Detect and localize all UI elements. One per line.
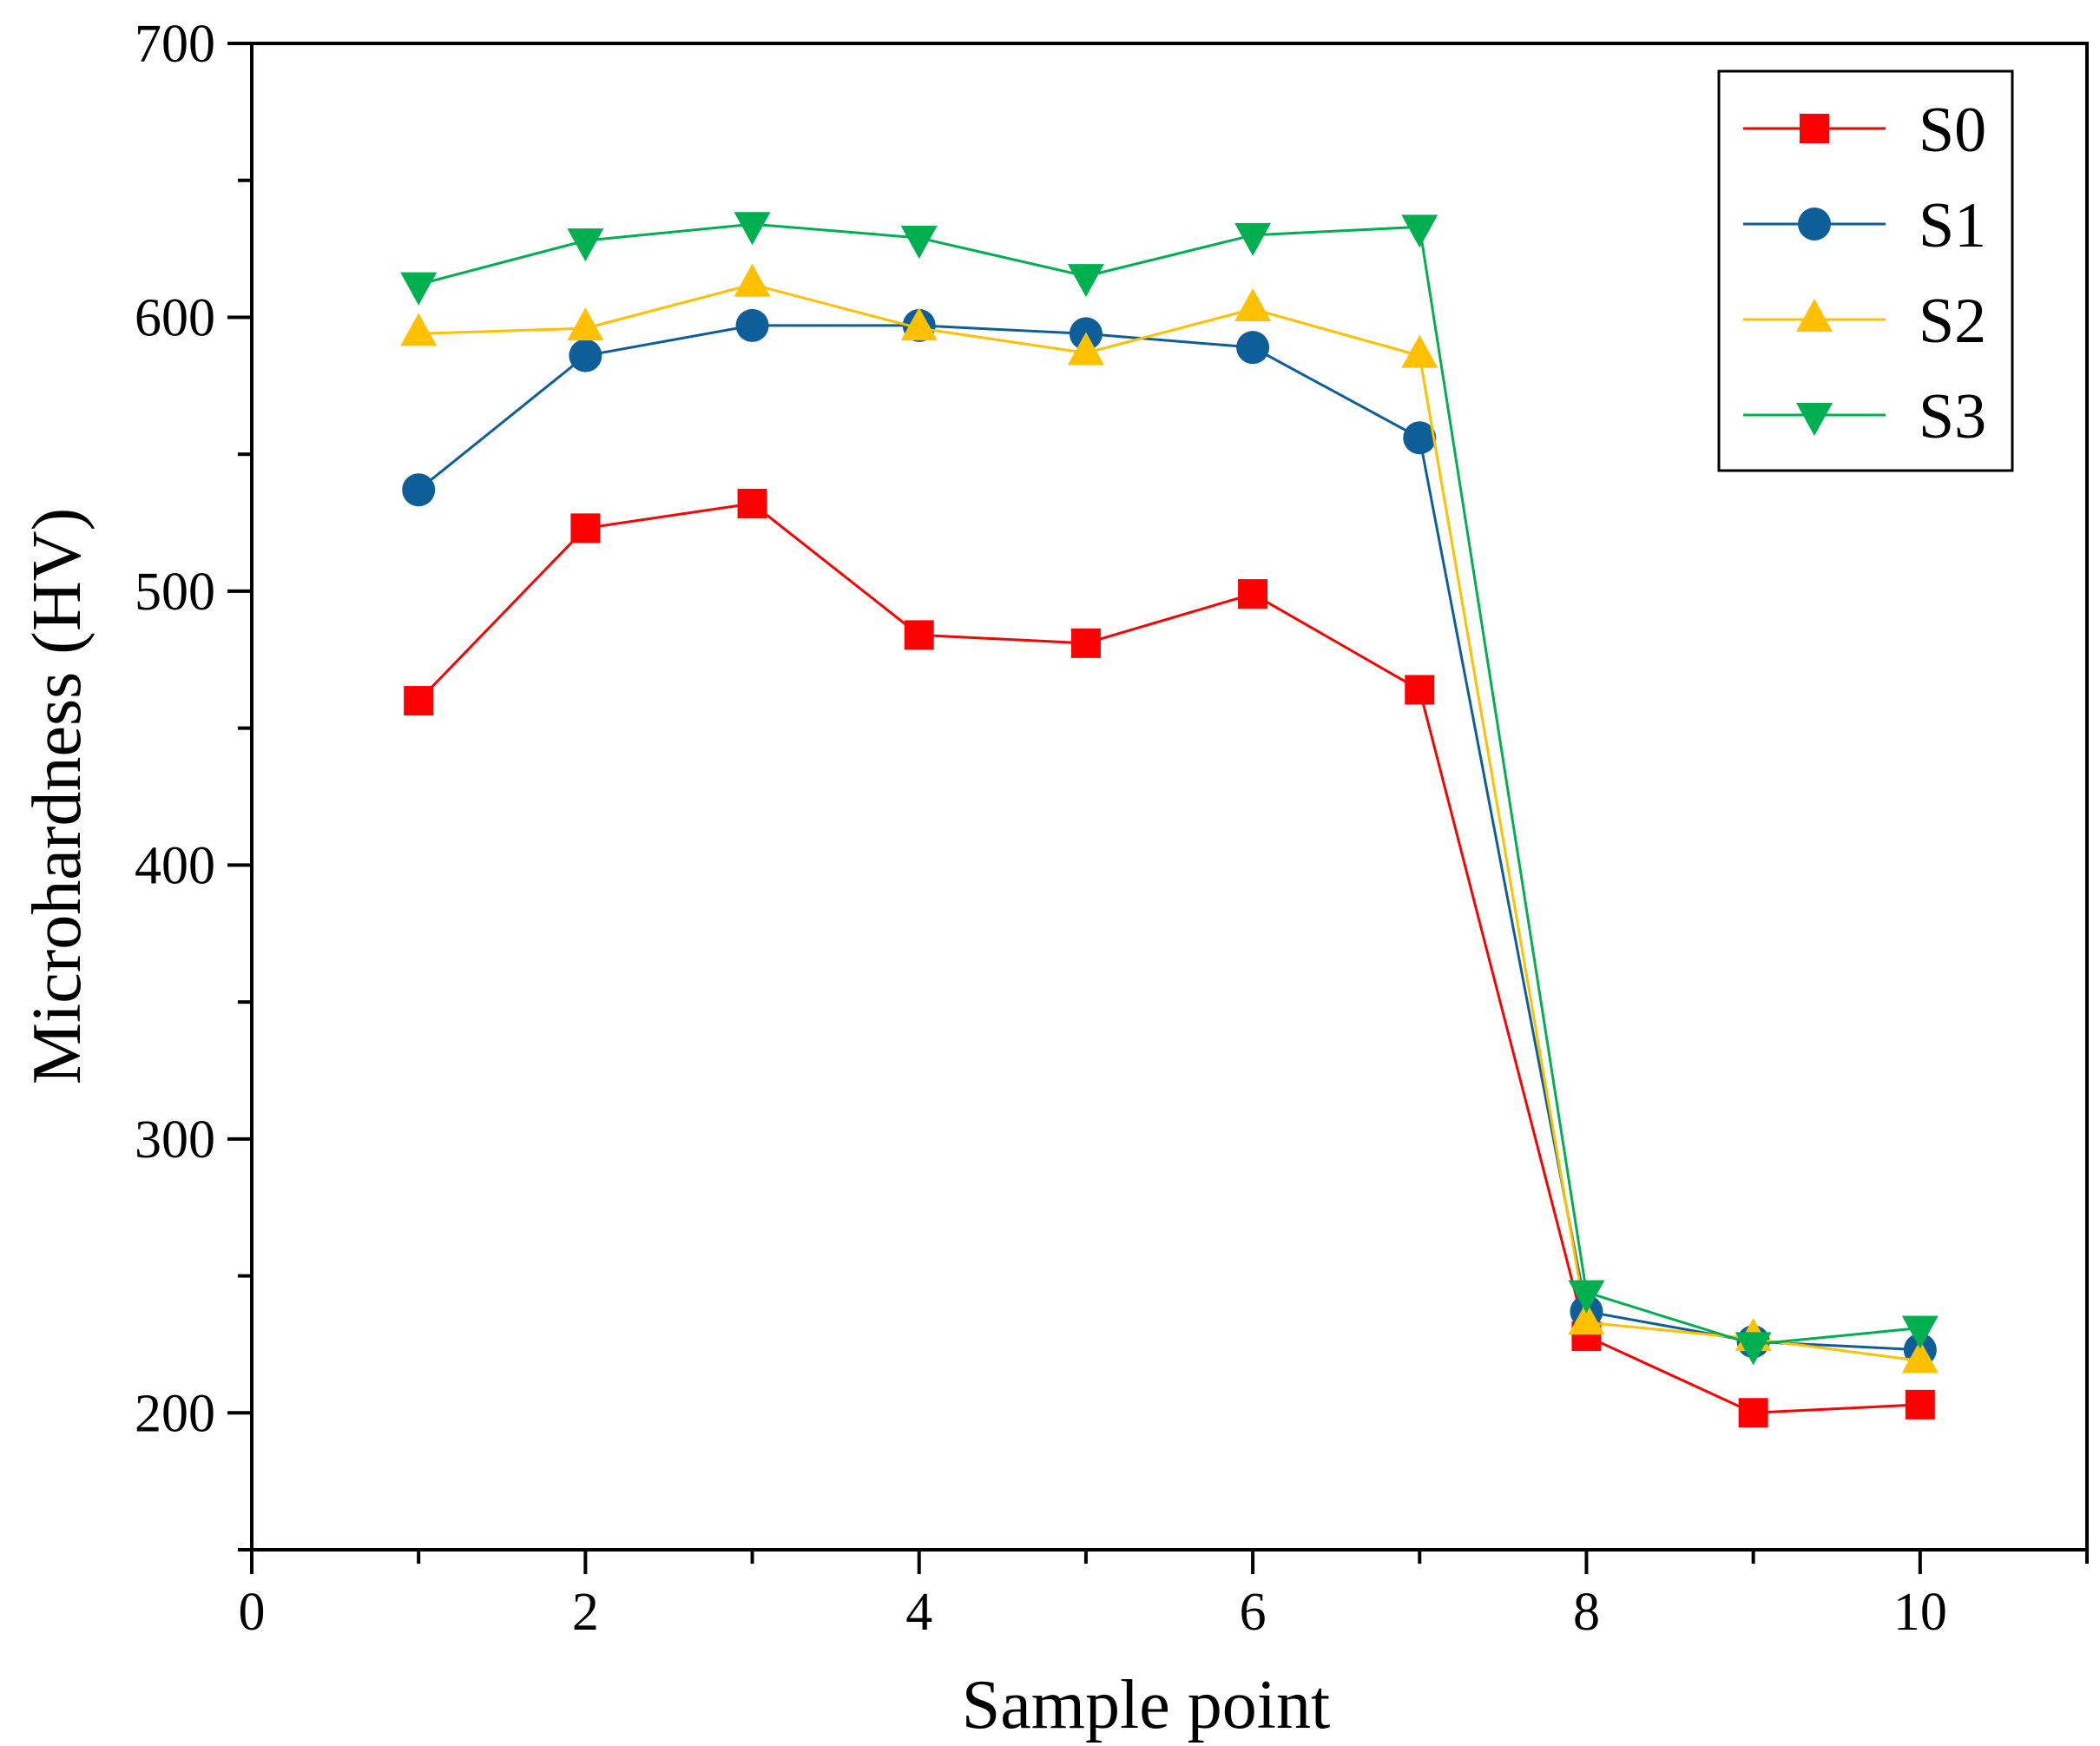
data-point-s0: [570, 513, 601, 544]
data-point-s3: [1568, 1280, 1605, 1314]
legend-label-s3: S3: [1919, 381, 1986, 452]
data-point-s0: [1738, 1398, 1768, 1428]
data-point-s2: [567, 307, 604, 341]
y-tick-label: 200: [135, 1384, 215, 1443]
data-point-s2: [1067, 332, 1104, 366]
data-point-s1: [569, 339, 602, 372]
data-point-s3: [1401, 214, 1438, 248]
data-point-s3: [1234, 222, 1272, 256]
data-point-s2: [900, 307, 938, 341]
y-tick-label: 600: [135, 288, 215, 347]
data-point-s3: [734, 212, 771, 246]
data-point-s3: [1735, 1332, 1772, 1366]
legend-frame: [1717, 69, 2014, 472]
legend-marker-s2: [1796, 299, 1833, 332]
plot-frame: [250, 42, 2089, 1552]
legend-label-s1: S1: [1919, 190, 1986, 261]
series-s2: [400, 263, 1939, 1374]
series-line-s1: [418, 324, 1920, 1352]
data-point-s0: [737, 488, 767, 518]
y-axis-title: Microhardness (HV): [19, 508, 95, 1084]
x-tick-label: 6: [1240, 1583, 1267, 1642]
data-point-s3: [1901, 1315, 1939, 1349]
data-point-s2: [400, 313, 438, 346]
y-tick-label: 500: [135, 563, 215, 622]
data-point-s3: [1067, 264, 1104, 298]
data-point-s0: [1070, 628, 1101, 658]
y-tick-label: 700: [135, 15, 215, 74]
data-point-s1: [402, 473, 436, 507]
data-point-s1: [735, 308, 769, 342]
data-point-s3: [900, 225, 938, 259]
data-point-s3: [567, 228, 604, 262]
axes-layer: 0 2 4 6 8 10 200 300 400 500 600 700: [135, 15, 2089, 1642]
x-tick-label: 0: [239, 1583, 266, 1642]
legend: S0 S1 S2 S3: [1717, 69, 2014, 472]
series-layer: [400, 212, 1939, 1428]
y-tick-label: 300: [135, 1110, 215, 1169]
legend-marker-s1: [1798, 208, 1831, 240]
data-point-s0: [904, 620, 934, 650]
data-point-s2: [1401, 334, 1438, 368]
data-point-s2: [1568, 1301, 1605, 1335]
legend-marker-s0: [1800, 114, 1829, 143]
data-point-s0: [1405, 675, 1435, 705]
x-tick-label: 4: [905, 1583, 932, 1642]
data-point-s2: [734, 263, 771, 297]
legend-label-s2: S2: [1919, 286, 1986, 357]
data-point-s0: [1905, 1389, 1935, 1420]
data-point-s0: [1238, 579, 1268, 609]
series-line-s3: [418, 222, 1920, 1346]
data-point-s1: [1236, 331, 1270, 365]
x-axis-title: Sample point: [962, 1667, 1330, 1743]
data-point-s2: [1234, 287, 1272, 321]
series-s3: [400, 212, 1939, 1366]
y-tick-label: 400: [135, 836, 215, 895]
series-line-s0: [418, 502, 1920, 1414]
data-point-s3: [400, 272, 438, 306]
x-tick-label: 10: [1893, 1583, 1947, 1642]
series-line-s2: [418, 283, 1921, 1362]
data-point-s2: [1901, 1340, 1939, 1374]
legend-marker-s3: [1796, 403, 1833, 436]
x-tick-label: 2: [572, 1583, 599, 1642]
series-s1: [402, 308, 1937, 1367]
series-s0: [404, 488, 1935, 1428]
x-tick-label: 8: [1573, 1583, 1600, 1642]
legend-label-s0: S0: [1919, 95, 1986, 166]
data-point-s0: [404, 686, 434, 716]
data-point-s1: [1403, 421, 1437, 455]
